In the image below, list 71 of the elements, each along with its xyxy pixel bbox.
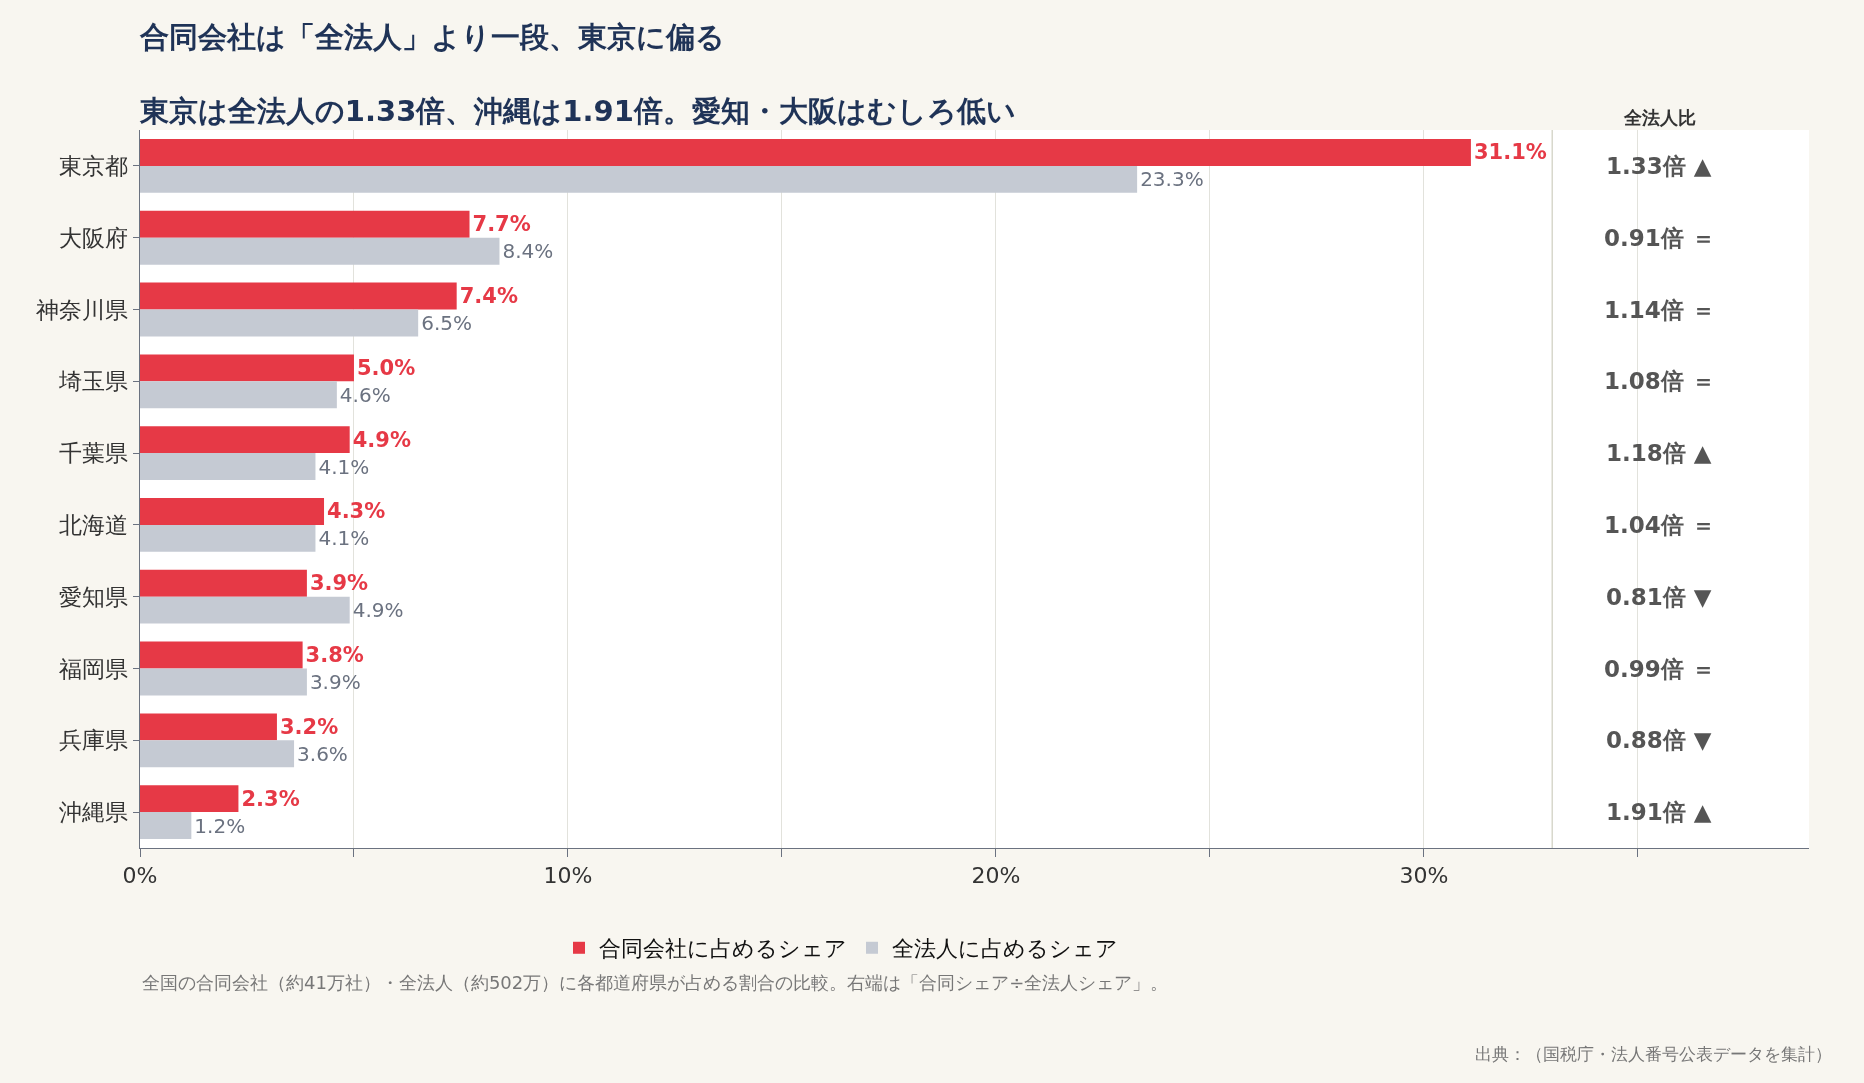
data-label: 4.9% — [352, 427, 411, 452]
data-label: 2.3% — [241, 786, 300, 811]
bar — [140, 381, 337, 409]
y-tick-label: 埼玉県 — [58, 368, 129, 395]
bar — [140, 165, 1138, 193]
bar — [140, 569, 307, 597]
data-label: 4.3% — [327, 499, 386, 524]
y-tick-label: 大阪府 — [59, 224, 129, 251]
annotation: 1.08倍 ＝ — [1604, 368, 1715, 394]
chart-title: 合同会社は「全法人」より一段、東京に偏る — [138, 20, 725, 55]
annotation: 0.81倍 ▼ — [1606, 584, 1712, 610]
bar — [140, 282, 457, 310]
bar — [140, 785, 239, 813]
data-label: 5.0% — [356, 355, 416, 380]
source-note: 出典：（国税庁・法人番号公表データを集計） — [1475, 1044, 1832, 1064]
bar — [140, 138, 1471, 166]
y-tick-label: 神奈川県 — [36, 296, 129, 323]
bar — [140, 524, 316, 552]
bar — [140, 497, 325, 525]
x-tick-label: 30% — [1399, 863, 1449, 889]
bar — [140, 354, 354, 382]
data-label: 23.3% — [1140, 167, 1204, 192]
text: 全法人比 — [1623, 107, 1696, 128]
bar — [140, 210, 470, 238]
x-tick-label: 0% — [122, 863, 158, 889]
data-label: 3.9% — [309, 571, 369, 596]
data-label: 7.7% — [472, 212, 531, 237]
data-label: 4.9% — [352, 598, 404, 623]
data-label: 6.5% — [421, 310, 472, 335]
bar — [140, 426, 350, 454]
data-label: 7.4% — [459, 284, 518, 309]
bar — [140, 453, 316, 481]
bar — [140, 713, 277, 741]
y-tick-label: 福岡県 — [59, 655, 129, 682]
data-label: 1.2% — [194, 813, 246, 838]
data-label: 3.2% — [279, 714, 339, 739]
bar — [140, 237, 500, 265]
annotation: 0.88倍 ▼ — [1606, 727, 1712, 753]
legend-label: 合同会社に占めるシェア — [598, 936, 847, 962]
annotation: 1.04倍 ＝ — [1604, 512, 1715, 538]
data-label: 8.4% — [502, 239, 554, 264]
bar — [140, 668, 307, 696]
y-tick-label: 沖縄県 — [59, 799, 129, 826]
annotation: 1.91倍 ▲ — [1606, 799, 1712, 825]
data-label: 3.9% — [309, 669, 361, 694]
text: 全国の合同会社（約41万社）・全法人（約502万）に各都道府県が占める割合の比較。右端は「合同シェア÷全法人シェア」。 — [142, 972, 1169, 993]
annotation: 1.33倍 ▲ — [1606, 153, 1712, 179]
data-label: 4.1% — [318, 526, 370, 551]
legend-label: 全法人に占めるシェア — [891, 936, 1118, 962]
y-tick-label: 愛知県 — [59, 583, 129, 610]
data-label: 4.1% — [318, 454, 370, 479]
chart-subtitle: 東京は全法人の1.33倍、沖縄は1.91倍。愛知・大阪はむしろ低い — [138, 94, 1016, 129]
annotation: 0.91倍 ＝ — [1604, 225, 1715, 251]
y-tick-label: 兵庫県 — [59, 727, 129, 754]
y-tick-label: 千葉県 — [59, 440, 129, 467]
bar — [140, 309, 419, 337]
y-tick-label: 北海道 — [59, 511, 129, 538]
x-tick-label: 10% — [543, 863, 593, 889]
bar — [140, 641, 303, 669]
data-label: 3.8% — [305, 643, 364, 668]
bar — [140, 740, 295, 768]
data-label: 4.6% — [339, 382, 391, 407]
annotation: 1.14倍 ＝ — [1604, 297, 1715, 323]
annotation: 1.18倍 ▲ — [1606, 440, 1712, 466]
bar — [140, 812, 192, 840]
bar — [140, 596, 350, 624]
x-tick-label: 20% — [971, 863, 1021, 889]
data-label: 31.1% — [1473, 140, 1547, 165]
y-tick-label: 東京都 — [59, 152, 129, 179]
annotation: 0.99倍 ＝ — [1604, 656, 1715, 682]
data-label: 3.6% — [297, 741, 348, 766]
